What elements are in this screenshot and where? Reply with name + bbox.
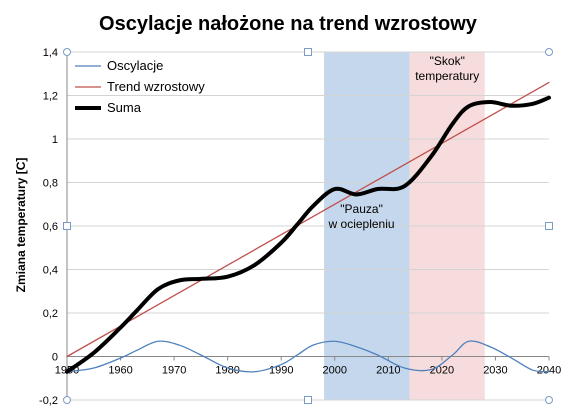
x-tick-label: 2010 <box>376 365 400 377</box>
resize-handle[interactable] <box>545 222 553 230</box>
legend-entry: Trend wzrostowy <box>107 79 205 94</box>
x-tick-label: 2000 <box>323 365 347 377</box>
legend-entry: Oscylacje <box>107 58 163 73</box>
x-tick-label: 2020 <box>430 365 454 377</box>
x-tick-label: 2040 <box>537 365 561 377</box>
resize-handle[interactable] <box>545 48 553 56</box>
resize-handle[interactable] <box>545 396 553 404</box>
x-tick-label: 1960 <box>108 365 132 377</box>
resize-handle[interactable] <box>304 396 312 404</box>
series-trend-wzrostowy <box>66 81 550 358</box>
x-tick-label: 2030 <box>483 365 507 377</box>
resize-handle[interactable] <box>63 396 71 404</box>
legend-entry: Suma <box>107 100 142 115</box>
series-lines <box>65 81 551 374</box>
selection-handles[interactable] <box>63 48 553 404</box>
resize-handle[interactable] <box>304 48 312 56</box>
resize-handle[interactable] <box>63 48 71 56</box>
y-tick-label: 0 <box>52 352 58 364</box>
annotations: "Pauza" w ociepleniu "Skok" temperatury <box>328 54 480 231</box>
y-tick-label: -0,2 <box>39 395 58 407</box>
y-tick-label: 1,2 <box>43 91 58 103</box>
x-tick-label: 1990 <box>269 365 293 377</box>
legend: Oscylacje Trend wzrostowy Suma <box>75 58 205 115</box>
series-suma <box>65 95 551 374</box>
x-tick-label: 1980 <box>215 365 239 377</box>
y-tick-label: 0,8 <box>43 178 58 190</box>
y-tick-label: 1,4 <box>43 47 58 59</box>
chart-title: Oscylacje nałożone na trend wzrostowy <box>99 13 478 35</box>
resize-handle[interactable] <box>63 222 71 230</box>
region-annotation-2: "Skok" temperatury <box>415 54 479 83</box>
y-tick-label: 1 <box>52 134 58 146</box>
y-axis-label: Zmiana temperatury [C] <box>14 158 28 293</box>
y-tick-label: 0,4 <box>43 265 58 277</box>
region-annotation-1: "Pauza" w ociepleniu <box>328 202 395 231</box>
series-oscylacje <box>66 340 550 373</box>
y-tick-label: 0,2 <box>43 308 58 320</box>
x-tick-label: 1970 <box>162 365 186 377</box>
y-tick-label: 0,6 <box>43 221 58 233</box>
